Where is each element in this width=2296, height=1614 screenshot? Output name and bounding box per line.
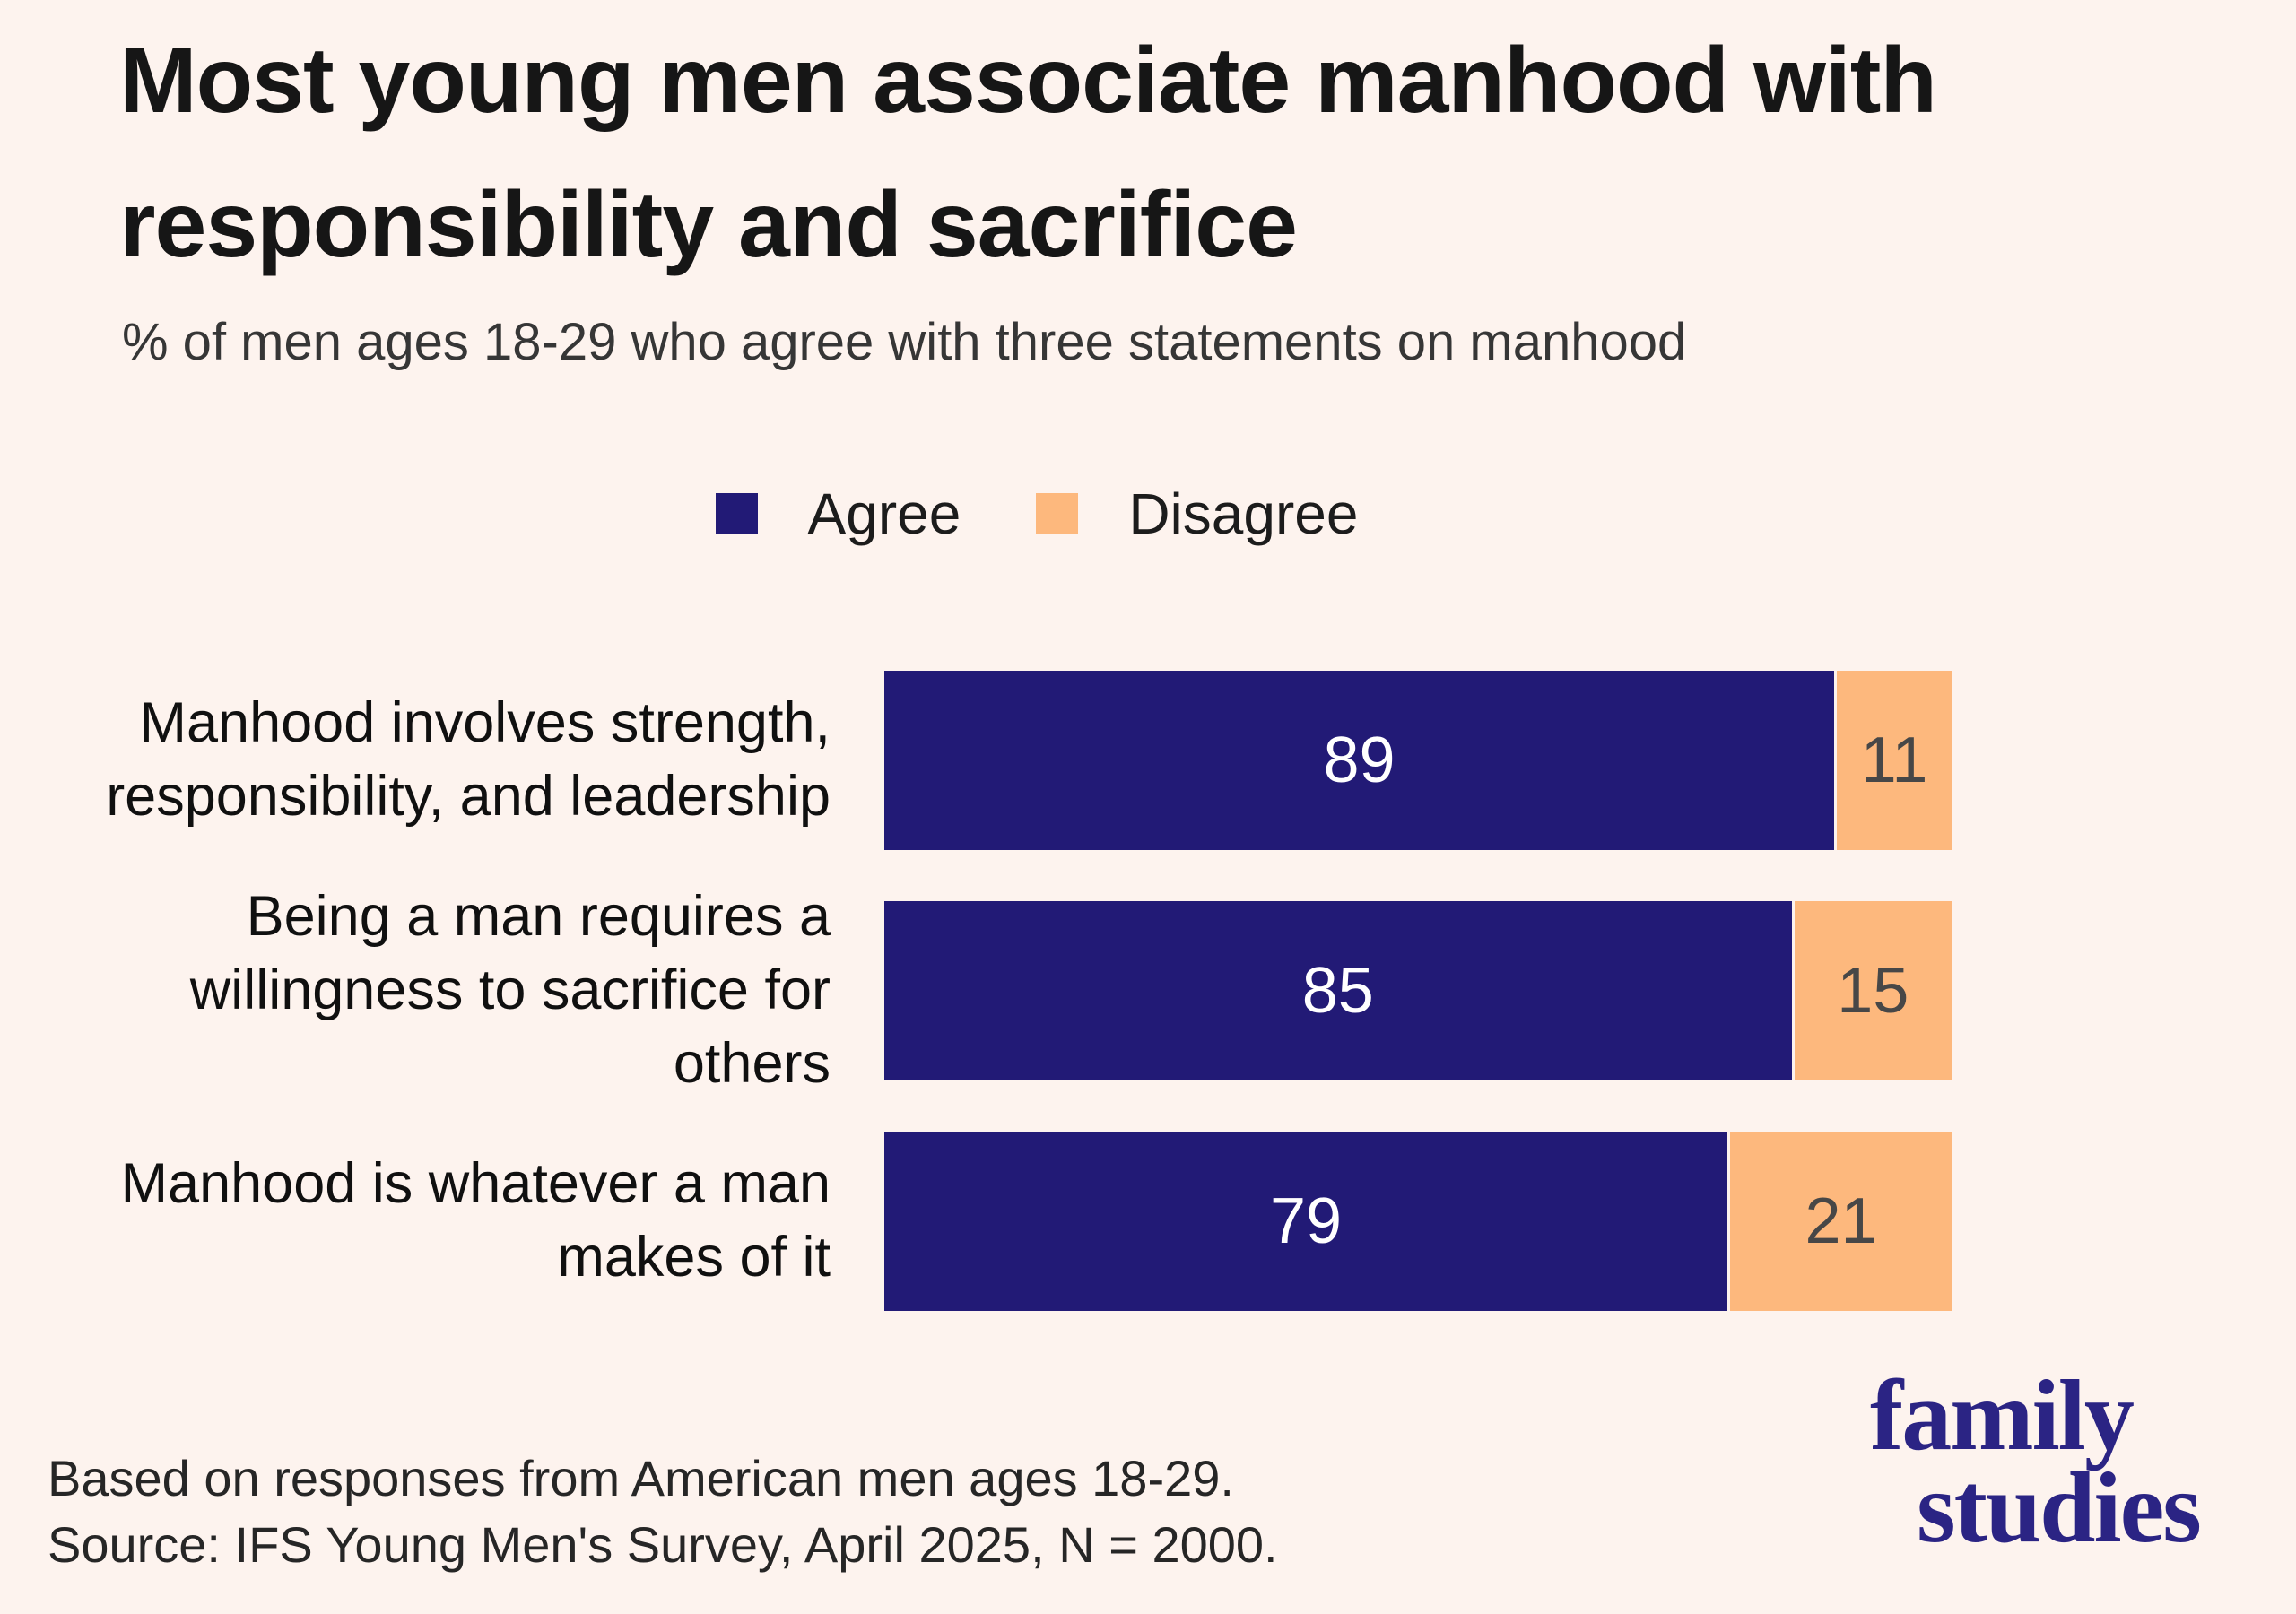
agree-bar-segment: 79	[884, 1132, 1728, 1311]
legend-label-disagree: Disagree	[1128, 482, 1359, 546]
footnote-line-2: Source: IFS Young Men's Survey, April 20…	[48, 1516, 1278, 1574]
agree-value-label: 89	[1323, 725, 1396, 796]
footnote-line-1: Based on responses from American men age…	[48, 1450, 1234, 1506]
agree-bar-segment: 89	[884, 671, 1835, 850]
logo: family studies	[1870, 1360, 2202, 1565]
chart-subtitle: % of men ages 18-29 who agree with three…	[122, 313, 1687, 371]
legend-item-agree: Agree	[715, 481, 961, 547]
logo-word-studies: studies	[1917, 1453, 2202, 1565]
bar-row-strength-responsibility-leadership: Manhood involves strength, responsibilit…	[36, 671, 1952, 850]
bar-row-whatever-a-man-makes: Manhood is whatever a man makes of it 79…	[36, 1132, 1952, 1311]
category-label: Manhood involves strength, responsibilit…	[106, 691, 831, 828]
agree-swatch-icon	[715, 493, 758, 534]
disagree-value-label: 11	[1860, 725, 1928, 796]
bar-chart: Manhood involves strength, responsibilit…	[36, 671, 1952, 1311]
category-label: Being a man requires a willingness to sa…	[189, 885, 831, 1095]
agree-value-label: 85	[1301, 955, 1374, 1027]
disagree-bar-segment: 21	[1727, 1132, 1952, 1311]
bar-row-sacrifice-for-others: Being a man requires a willingness to sa…	[36, 885, 1952, 1095]
disagree-value-label: 15	[1837, 955, 1909, 1027]
chart-title: Most young men associate manhood with re…	[119, 29, 1937, 278]
disagree-bar-segment: 11	[1834, 671, 1952, 850]
agree-value-label: 79	[1270, 1185, 1343, 1257]
category-label: Manhood is whatever a man makes of it	[120, 1152, 831, 1289]
disagree-bar-segment: 15	[1791, 901, 1952, 1080]
legend-item-disagree: Disagree	[1036, 481, 1358, 547]
agree-bar-segment: 85	[884, 901, 1792, 1080]
bar-track: 85 15	[884, 901, 1952, 1080]
footnote: Based on responses from American men age…	[48, 1445, 1278, 1579]
disagree-swatch-icon	[1036, 493, 1079, 534]
legend-label-agree: Agree	[807, 482, 961, 546]
bar-track: 89 11	[884, 671, 1952, 850]
disagree-value-label: 21	[1805, 1185, 1877, 1257]
legend: Agree Disagree	[122, 481, 1952, 547]
logo-word-family: family	[1870, 1360, 2135, 1471]
bar-track: 79 21	[884, 1132, 1952, 1311]
